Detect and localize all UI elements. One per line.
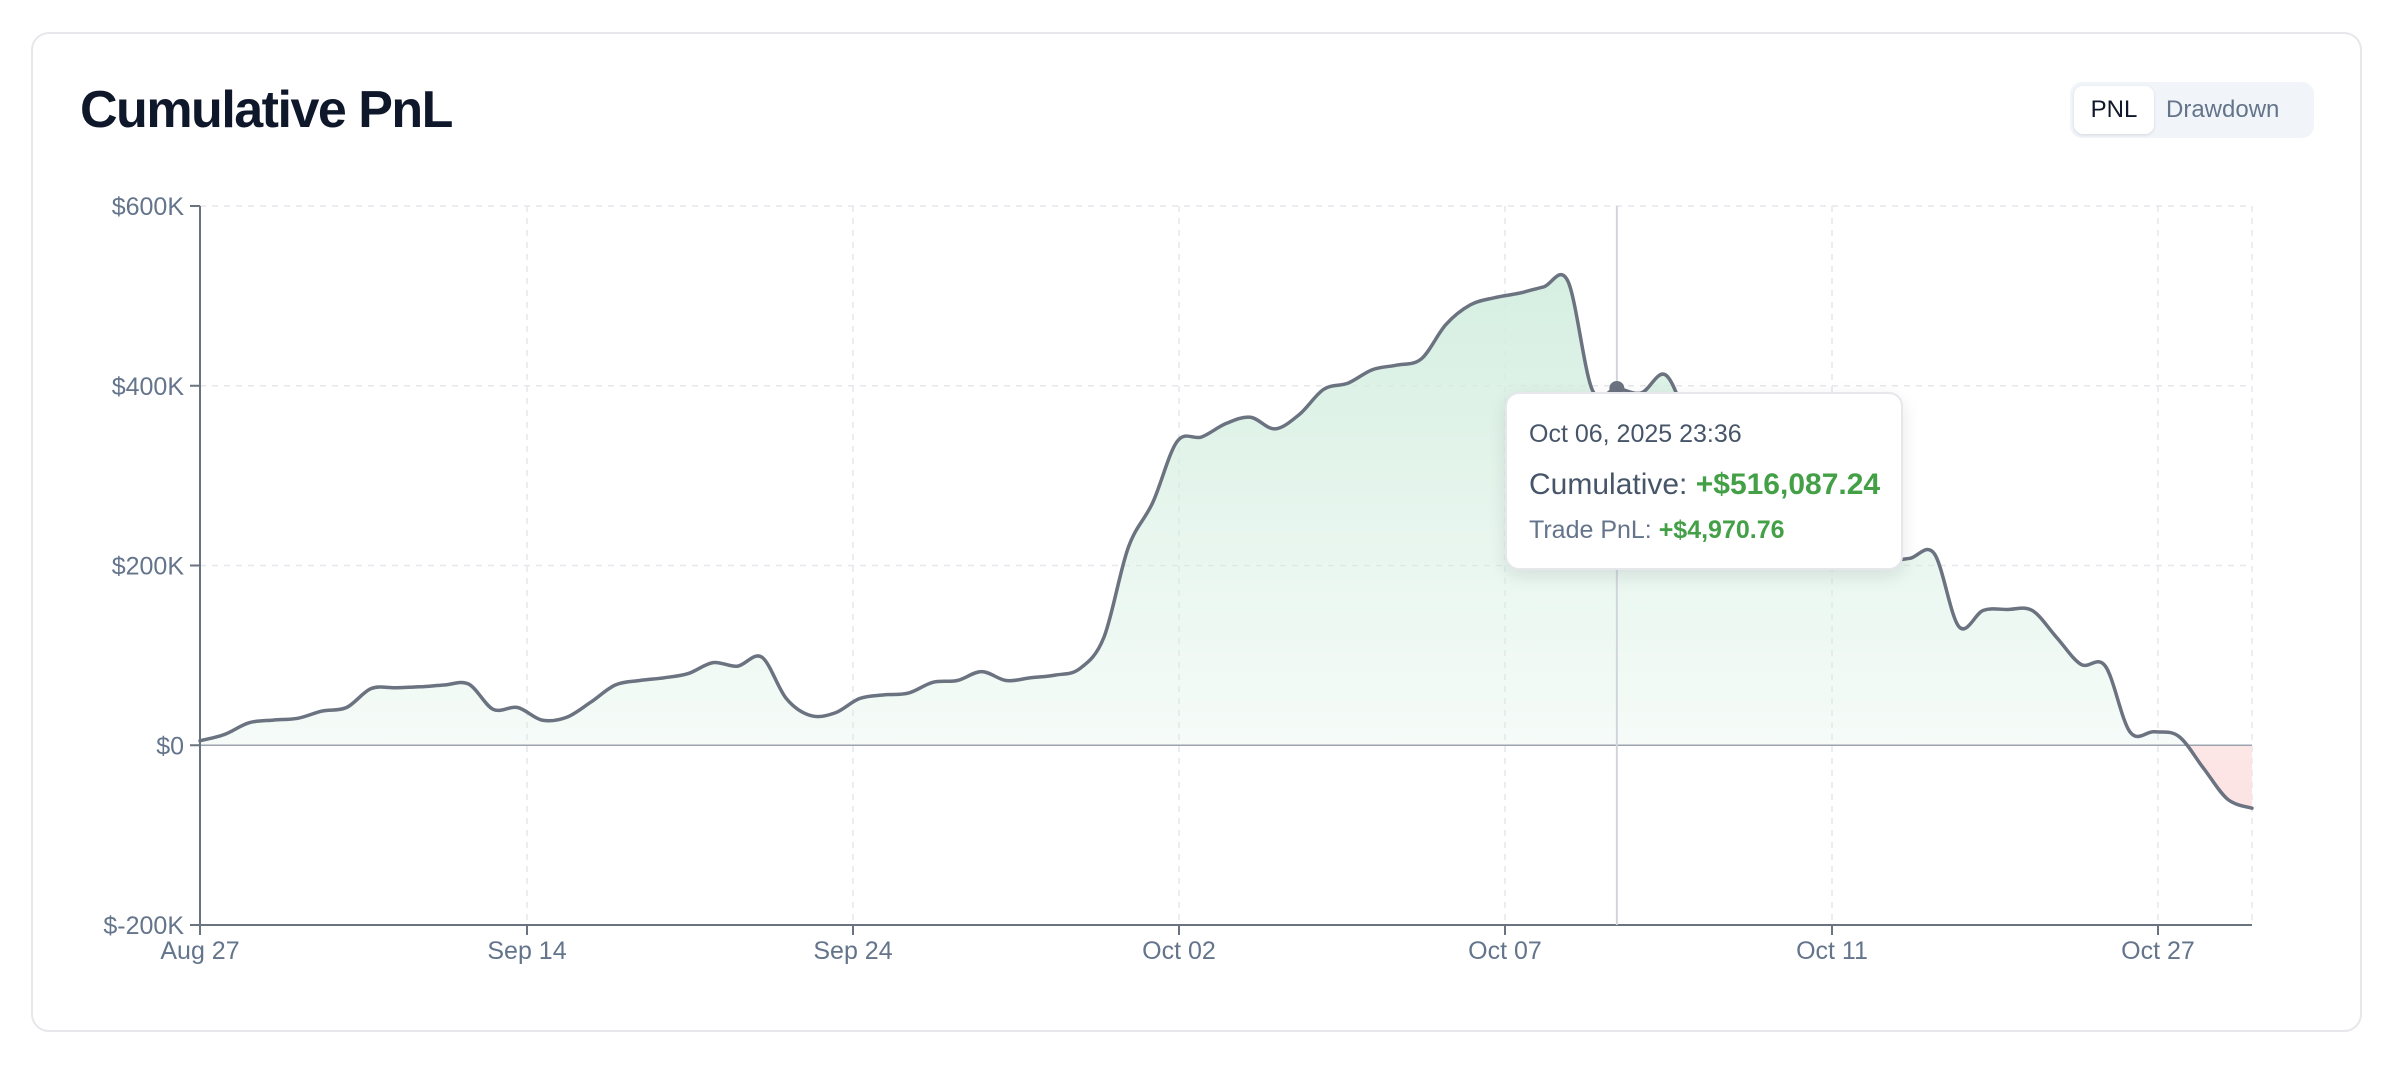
x-tick-label: Sep 24 [813,937,892,965]
tooltip-cumulative-value: +$516,087.24 [1695,468,1881,501]
x-tick-label: Oct 11 [1796,937,1868,965]
y-tick-label: $-200K [103,912,184,940]
cumulative-pnl-line[interactable] [198,272,2254,810]
tooltip-cumulative: Cumulative: +$516,087.24 [1529,468,1880,502]
tooltip-trade-pnl: Trade PnL: +$4,970.76 [1529,516,1785,545]
tooltip-date: Oct 06, 2025 23:36 [1529,420,1742,448]
chart-tooltip: Oct 06, 2025 23:36 Cumulative: +$516,087… [1505,392,1903,570]
y-tick-label: $400K [112,373,185,401]
x-tick-label: Aug 27 [160,937,239,965]
drawdown-toggle-button[interactable]: Drawdown [2166,96,2280,123]
chart-title: Cumulative PnL [80,81,453,139]
x-tick-label: Oct 27 [2121,937,2195,965]
x-tick-label: Oct 02 [1142,937,1216,965]
tooltip-trade-value: +$4,970.76 [1658,516,1785,544]
y-tick-label: $200K [112,553,185,581]
tooltip-cumulative-label: Cumulative: [1529,468,1696,501]
x-tick-label: Sep 14 [487,937,566,965]
y-tick-label: $600K [112,193,185,221]
positive-area [200,274,2252,746]
chart-mode-toggle: PNL Drawdown [2070,82,2314,138]
tooltip-trade-label: Trade PnL: [1529,516,1659,544]
y-tick-label: $0 [156,732,184,760]
x-tick-label: Oct 07 [1468,937,1542,965]
pnl-toggle-button[interactable]: PNL [2074,86,2154,134]
